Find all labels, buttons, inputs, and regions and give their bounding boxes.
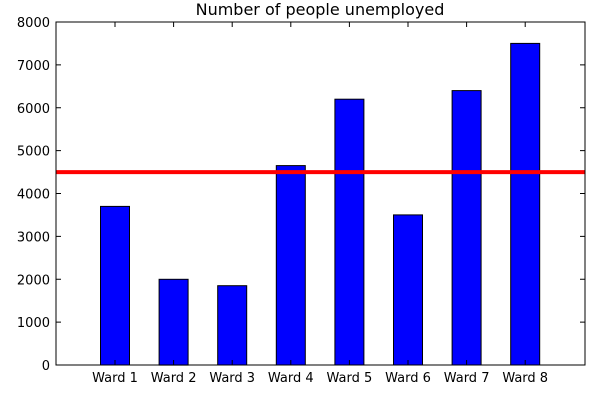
x-tick-label: Ward 2	[151, 371, 197, 386]
bar-2	[158, 278, 189, 366]
x-axis: Ward 1 Ward 2 Ward 3 Ward 4 Ward 5 Ward 6 Ward…	[92, 22, 548, 386]
bar-7	[451, 90, 482, 366]
y-tick-label: 5000	[17, 145, 50, 160]
y-tick-label: 1000	[17, 316, 50, 331]
y-tick-label: 6000	[17, 102, 50, 117]
x-tick-label: Ward 5	[327, 371, 373, 386]
x-tick-label: Ward 6	[385, 371, 431, 386]
y-tick-label: 0	[42, 359, 50, 374]
bar-4	[275, 165, 306, 366]
y-axis: 0 1000 2000 3000 4000 5000 6000 7000 8000	[17, 16, 585, 374]
plot-frame	[55, 21, 586, 366]
bar-3	[217, 285, 248, 366]
x-tick-label: Ward 8	[502, 371, 548, 386]
bar-1	[100, 205, 130, 366]
y-tick-label: 3000	[17, 230, 50, 245]
y-tick-label: 7000	[17, 59, 50, 74]
bar-5	[334, 98, 365, 366]
y-tick-label: 4000	[17, 188, 50, 203]
x-tick-label: Ward 7	[444, 371, 490, 386]
bar-8	[510, 42, 541, 366]
bar-6	[393, 214, 423, 366]
y-tick-label: 2000	[17, 273, 50, 288]
y-tick-label: 8000	[17, 16, 50, 31]
x-tick-label: Ward 1	[92, 371, 138, 386]
x-tick-label: Ward 4	[268, 371, 314, 386]
bars-group	[100, 42, 541, 366]
x-tick-label: Ward 3	[209, 371, 255, 386]
chart-title: Number of people unemployed	[196, 0, 445, 19]
